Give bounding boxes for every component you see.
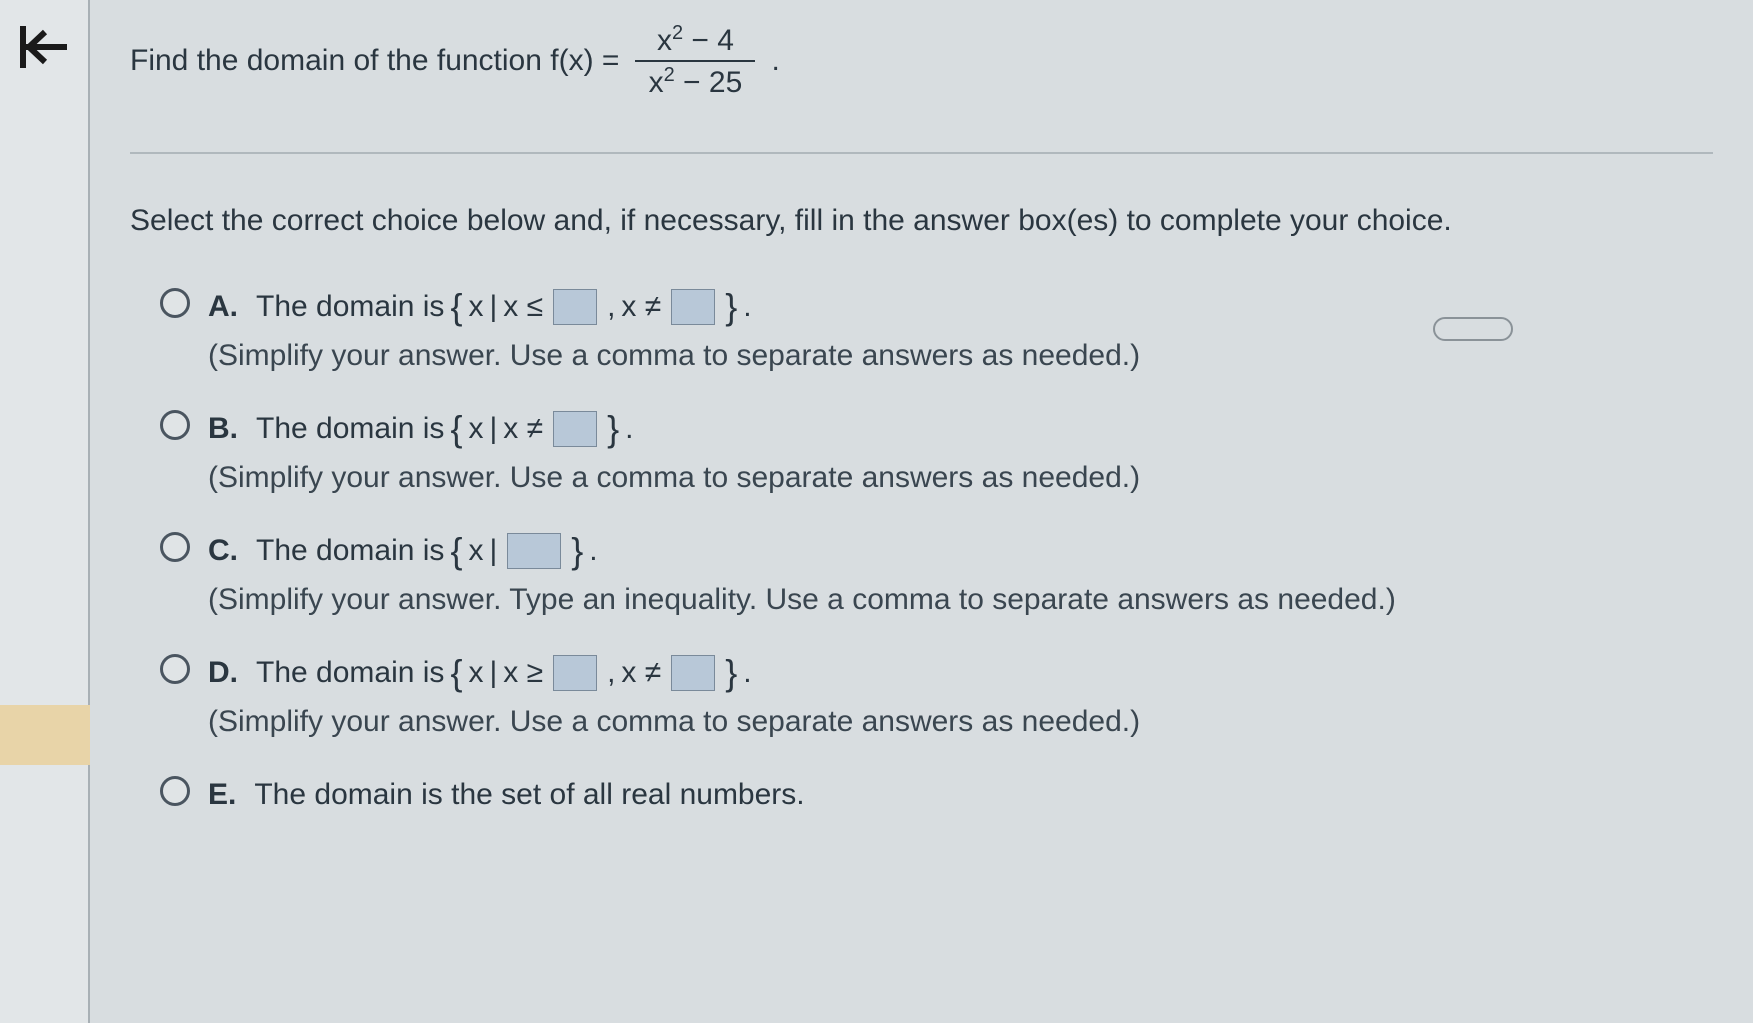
main-content: Find the domain of the function f(x) = x… — [90, 0, 1753, 1023]
choice-c-box1[interactable] — [507, 533, 561, 569]
left-sidebar — [0, 0, 90, 1023]
choice-d-var: x — [468, 649, 483, 697]
choice-a-box1[interactable] — [553, 289, 597, 325]
choice-d-period: . — [743, 649, 751, 697]
choice-a-var: x — [468, 283, 483, 331]
choice-a-rbrace: } — [725, 289, 737, 325]
choice-a-hint: (Simplify your answer. Use a comma to se… — [208, 339, 1713, 373]
choice-a-box2[interactable] — [671, 289, 715, 325]
divider — [130, 152, 1713, 154]
choice-b-bar: | — [489, 405, 497, 453]
choice-b-body: B. The domain is { x | x ≠ } . (Simplify… — [208, 405, 1713, 495]
choice-a-comma: , — [607, 283, 615, 331]
choice-d-box1[interactable] — [553, 655, 597, 691]
choice-d-hint: (Simplify your answer. Use a comma to se… — [208, 705, 1713, 739]
choice-b-box1[interactable] — [553, 411, 597, 447]
choice-c-pre: The domain is — [256, 527, 444, 575]
choice-c-line: C. The domain is { x | } . — [208, 527, 1713, 575]
radio-d[interactable] — [160, 654, 190, 684]
back-arrow-icon[interactable] — [15, 25, 67, 80]
choice-c-label: C. — [208, 527, 238, 575]
radio-c[interactable] — [160, 532, 190, 562]
radio-a[interactable] — [160, 288, 190, 318]
choice-b-line: B. The domain is { x | x ≠ } . — [208, 405, 1713, 453]
question-prefix: Find the domain of the function f(x) = — [130, 44, 619, 78]
choice-a-cond2: x ≠ — [621, 283, 661, 331]
choice-b: B. The domain is { x | x ≠ } . (Simplify… — [160, 405, 1713, 495]
choice-e: E. The domain is the set of all real num… — [160, 771, 1713, 819]
choice-e-label: E. — [208, 771, 236, 819]
choice-e-body: E. The domain is the set of all real num… — [208, 771, 1713, 819]
radio-b[interactable] — [160, 410, 190, 440]
choice-c-period: . — [589, 527, 597, 575]
choice-a-period: . — [743, 283, 751, 331]
choice-b-pre: The domain is — [256, 405, 444, 453]
choice-b-cond: x ≠ — [503, 405, 543, 453]
choice-c: C. The domain is { x | } . (Simplify you… — [160, 527, 1713, 617]
instruction-text: Select the correct choice below and, if … — [130, 204, 1713, 238]
choice-a-lbrace: { — [450, 289, 462, 325]
choice-d-rbrace: } — [725, 655, 737, 691]
choice-d-pre: The domain is — [256, 649, 444, 697]
radio-e[interactable] — [160, 776, 190, 806]
choice-b-hint: (Simplify your answer. Use a comma to se… — [208, 461, 1713, 495]
choice-d-body: D. The domain is { x | x ≥ , x ≠ } . (Si… — [208, 649, 1713, 739]
choice-d-bar: | — [489, 649, 497, 697]
fraction: x2 − 4 x2 − 25 — [635, 20, 755, 102]
choices-container: A. The domain is { x | x ≤ , x ≠ } . (Si… — [160, 283, 1713, 819]
choice-c-lbrace: { — [450, 533, 462, 569]
question-text: Find the domain of the function f(x) = x… — [130, 20, 1713, 102]
choice-c-var: x — [468, 527, 483, 575]
choice-b-label: B. — [208, 405, 238, 453]
choice-d-lbrace: { — [450, 655, 462, 691]
choice-d-cond2: x ≠ — [621, 649, 661, 697]
fraction-denominator: x2 − 25 — [639, 62, 753, 102]
choice-a-pre: The domain is — [256, 283, 444, 331]
choice-d-line: D. The domain is { x | x ≥ , x ≠ } . — [208, 649, 1713, 697]
choice-c-body: C. The domain is { x | } . (Simplify you… — [208, 527, 1713, 617]
choice-e-text: The domain is the set of all real number… — [254, 771, 804, 819]
choice-b-rbrace: } — [607, 411, 619, 447]
choice-d: D. The domain is { x | x ≥ , x ≠ } . (Si… — [160, 649, 1713, 739]
choice-b-var: x — [468, 405, 483, 453]
choice-b-lbrace: { — [450, 411, 462, 447]
choice-a-label: A. — [208, 283, 238, 331]
fraction-numerator: x2 − 4 — [647, 20, 744, 60]
choice-d-label: D. — [208, 649, 238, 697]
choice-c-bar: | — [489, 527, 497, 575]
progress-pill[interactable] — [1433, 317, 1513, 341]
question-period: . — [771, 44, 779, 78]
choice-d-box2[interactable] — [671, 655, 715, 691]
choice-c-rbrace: } — [571, 533, 583, 569]
choice-a-bar: | — [489, 283, 497, 331]
choice-e-line: E. The domain is the set of all real num… — [208, 771, 1713, 819]
choice-c-hint: (Simplify your answer. Type an inequalit… — [208, 583, 1713, 617]
sidebar-highlight — [0, 705, 90, 765]
choice-a-cond1: x ≤ — [503, 283, 543, 331]
choice-d-comma: , — [607, 649, 615, 697]
choice-b-period: . — [625, 405, 633, 453]
choice-d-cond1: x ≥ — [503, 649, 543, 697]
